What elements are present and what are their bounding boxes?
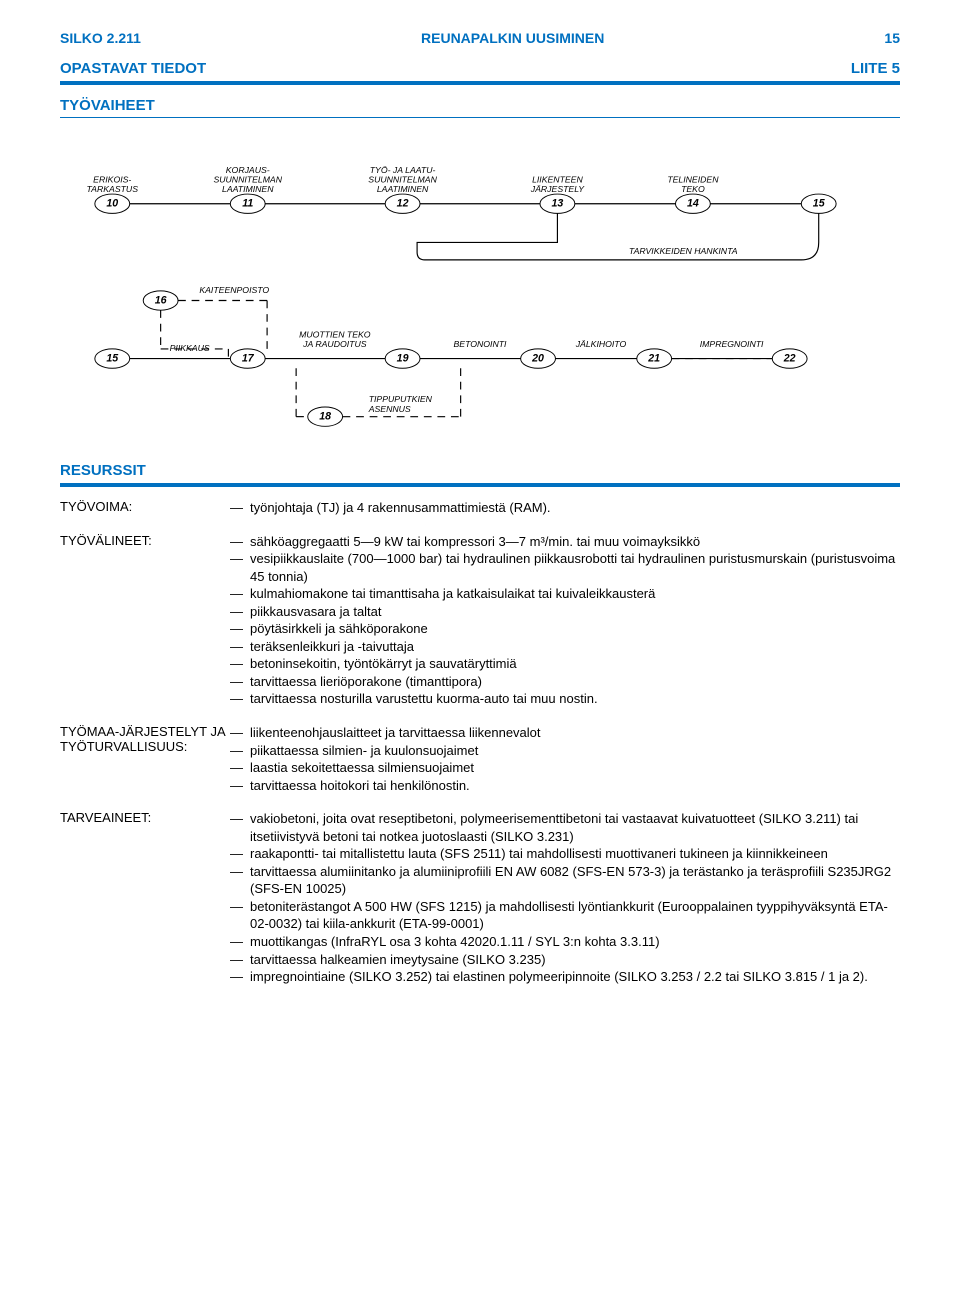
node-20: BETONOINTI 20 [454,339,556,368]
node-13: LIIKENTEEN JÄRJESTELY 13 [530,174,585,213]
svg-text:TELINEIDEN: TELINEIDEN [667,174,719,184]
list-item: pöytäsirkkeli ja sähköporakone [230,620,900,638]
svg-text:21: 21 [647,353,660,365]
svg-text:19: 19 [397,353,409,365]
svg-text:15: 15 [106,353,119,365]
list-item: tarvittaessa alumiinitanko ja alumiinipr… [230,863,900,898]
svg-text:20: 20 [531,353,544,365]
list-item: vesipiikkauslaite (700—1000 bar) tai hyd… [230,550,900,585]
node-14: TELINEIDEN TEKO 14 [667,174,719,213]
list-item: tarvittaessa lieriöporakone (timanttipor… [230,673,900,691]
svg-text:10: 10 [106,198,118,210]
svg-text:15: 15 [813,198,826,210]
header-left: SILKO 2.211 [60,30,141,46]
svg-text:18: 18 [319,411,331,423]
list-item: tarvittaessa halkeamien imeytysaine (SIL… [230,951,900,969]
svg-text:TYÖ- JA LAATU-: TYÖ- JA LAATU- [370,165,436,175]
node-19: MUOTTIEN TEKO JA RAUDOITUS 19 [299,329,420,368]
svg-text:ASENNUS: ASENNUS [368,404,411,414]
svg-text:IMPREGNOINTI: IMPREGNOINTI [700,339,764,349]
svg-text:KORJAUS-: KORJAUS- [226,165,270,175]
node-17: PIIKKAUS 17 [170,343,266,368]
res-tarveaineet: TARVEAINEET: vakiobetoni, joita ovat res… [60,810,900,985]
header-right: 15 [884,30,900,46]
svg-text:14: 14 [687,198,699,210]
list-item: työnjohtaja (TJ) ja 4 rakennusammattimie… [230,499,900,517]
svg-text:12: 12 [397,198,409,210]
svg-text:BETONOINTI: BETONOINTI [454,339,508,349]
list-item: laastia sekoitettaessa silmiensuojaimet [230,759,900,777]
list-item: impregnointiaine (SILKO 3.252) tai elast… [230,968,900,986]
node-16: KAITEENPOISTO 16 [143,285,269,310]
list-item: piikattaessa silmien- ja kuulonsuojaimet [230,742,900,760]
svg-text:MUOTTIEN TEKO: MUOTTIEN TEKO [299,329,371,339]
svg-text:LAATIMINEN: LAATIMINEN [377,184,429,194]
list-item: muottikangas (InfraRYL osa 3 kohta 42020… [230,933,900,951]
list-item: piikkausvasara ja taltat [230,603,900,621]
svg-text:17: 17 [242,353,255,365]
resurssit-title-row: RESURSSIT [60,462,900,487]
section-title: OPASTAVAT TIEDOT LIITE 5 [60,60,900,85]
svg-text:11: 11 [242,198,253,210]
res-label: TARVEAINEET: [60,810,230,825]
svg-text:LIIKENTEEN: LIIKENTEEN [532,174,583,184]
res-tyovalineet: TYÖVÄLINEET: sähköaggregaatti 5—9 kW tai… [60,533,900,708]
page-header: SILKO 2.211 REUNAPALKIN UUSIMINEN 15 [60,30,900,46]
section-subtitle: TYÖVAIHEET [60,97,900,118]
svg-text:KAITEENPOISTO: KAITEENPOISTO [199,285,269,295]
svg-text:ERIKOIS-: ERIKOIS- [93,174,131,184]
list-item: liikenteenohjauslaitteet ja tarvittaessa… [230,724,900,742]
res-label: TYÖVOIMA: [60,499,230,514]
svg-text:TARKASTUS: TARKASTUS [87,184,139,194]
list-item: tarvittaessa hoitokori tai henkilönostin… [230,777,900,795]
list-item: sähköaggregaatti 5—9 kW tai kompressori … [230,533,900,551]
svg-text:JÄRJESTELY: JÄRJESTELY [530,184,585,194]
resources-block: TYÖVOIMA: työnjohtaja (TJ) ja 4 rakennus… [60,499,900,986]
svg-text:SUUNNITELMAN: SUUNNITELMAN [368,174,437,184]
node-15b: 15 [95,349,130,368]
res-tyomaa: TYÖMAA-JÄRJESTELYT JA TYÖTURVALLISUUS: l… [60,724,900,794]
section-title-left: OPASTAVAT TIEDOT [60,60,206,77]
list-item: kulmahiomakone tai timanttisaha ja katka… [230,585,900,603]
res-label: TYÖMAA-JÄRJESTELYT JA TYÖTURVALLISUUS: [60,724,230,754]
list-item: teräksenleikkuri ja -taivuttaja [230,638,900,656]
svg-text:TEKO: TEKO [681,184,705,194]
svg-text:16: 16 [155,295,167,307]
svg-text:JÄLKIHOITO: JÄLKIHOITO [575,339,627,349]
label-hankinta: TARVIKKEIDEN HANKINTA [629,246,738,256]
list-item: raakapontti- tai mitallistettu lauta (SF… [230,845,900,863]
svg-text:TIPPUPUTKIEN: TIPPUPUTKIEN [369,394,433,404]
svg-text:LAATIMINEN: LAATIMINEN [222,184,274,194]
flowchart: TARVIKKEIDEN HANKINTA ERIKOIS- TARKASTUS… [60,136,900,436]
list-item: tarvittaessa nosturilla varustettu kuorm… [230,690,900,708]
header-center: REUNAPALKIN UUSIMINEN [421,30,604,46]
node-21: JÄLKIHOITO 21 [575,339,672,368]
svg-text:SUUNNITELMAN: SUUNNITELMAN [213,174,282,184]
node-15a: 15 [801,194,836,213]
node-11: KORJAUS- SUUNNITELMAN LAATIMINEN 11 [213,165,282,214]
resurssit-title: RESURSSIT [60,462,146,479]
list-item: vakiobetoni, joita ovat reseptibetoni, p… [230,810,900,845]
svg-text:JA RAUDOITUS: JA RAUDOITUS [302,339,367,349]
list-item: betoninsekoitin, työntökärryt ja sauvatä… [230,655,900,673]
node-10: ERIKOIS- TARKASTUS 10 [87,174,139,213]
svg-text:13: 13 [552,198,564,210]
res-label: TYÖVÄLINEET: [60,533,230,548]
list-item: betoniterästangot A 500 HW (SFS 1215) ja… [230,898,900,933]
node-18: TIPPUPUTKIEN ASENNUS 18 [308,394,433,426]
node-22: IMPREGNOINTI 22 [700,339,807,368]
node-12: TYÖ- JA LAATU- SUUNNITELMAN LAATIMINEN 1… [368,165,437,214]
section-title-right: LIITE 5 [851,60,900,77]
res-tyovoima: TYÖVOIMA: työnjohtaja (TJ) ja 4 rakennus… [60,499,900,517]
svg-text:PIIKKAUS: PIIKKAUS [170,343,210,353]
svg-text:22: 22 [783,353,796,365]
